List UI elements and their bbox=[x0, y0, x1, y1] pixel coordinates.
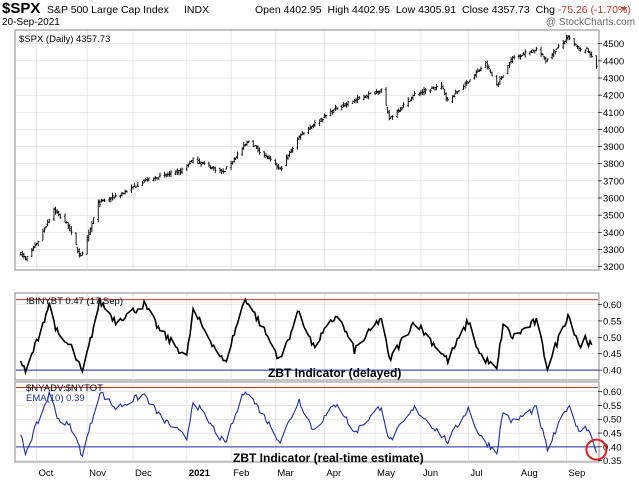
high-value: 4402.95 bbox=[352, 4, 390, 16]
x-tick-label: Nov bbox=[89, 468, 106, 479]
y-tick-label: 0.60 bbox=[603, 300, 622, 311]
y-tick-label: 0.55 bbox=[603, 316, 622, 327]
price-panel-frame bbox=[14, 29, 600, 271]
low-value: 4305.91 bbox=[418, 4, 456, 16]
zbt-realtime-y-axis: 0.35 0.40 0.45 0.50 0.55 0.60 bbox=[598, 387, 622, 467]
price-y-axis: 3200 3300 3400 3500 3600 3700 3800 3900 4000 4100… bbox=[598, 39, 624, 273]
chart-date: 20-Sep-2021 bbox=[2, 17, 60, 28]
y-tick-label: 0.35 bbox=[603, 456, 622, 467]
zbt-delayed-title: ZBT Indicator (delayed) bbox=[268, 366, 401, 380]
y-tick-label: 0.50 bbox=[603, 415, 622, 426]
y-tick-label: 3300 bbox=[603, 245, 624, 256]
y-tick-label: 4300 bbox=[603, 74, 624, 85]
index-name: S&P 500 Large Cap Index bbox=[47, 4, 170, 16]
zbt-delayed-y-axis: 0.40 0.45 0.50 0.55 0.60 bbox=[598, 300, 622, 377]
zbt-realtime-title: ZBT Indicator (real-time estimate) bbox=[233, 451, 424, 465]
chg-down-arrow-icon bbox=[621, 7, 627, 11]
x-tick-label: Jun bbox=[423, 468, 438, 479]
zbt-realtime-line bbox=[20, 390, 597, 458]
low-label: Low bbox=[396, 4, 416, 16]
zbt-delayed-panel-frame bbox=[14, 292, 600, 381]
y-tick-label: 4500 bbox=[603, 39, 624, 50]
x-tick-label: Apr bbox=[326, 468, 341, 479]
y-tick-label: 3900 bbox=[603, 142, 624, 153]
month-axis: Oct Nov Dec 2021 Feb Mar Apr May Jun Jul Aug Sep bbox=[39, 468, 586, 479]
zbt-delayed-legend: !BINYBT 0.47 (17 Sep) bbox=[26, 296, 123, 307]
y-tick-label: 0.40 bbox=[603, 442, 622, 453]
chg-label: Chg bbox=[536, 4, 555, 16]
x-tick-label: Oct bbox=[39, 468, 54, 479]
close-label: Close bbox=[462, 4, 489, 16]
ohlc-line: Open 4402.95 High 4402.95 Low 4305.91 Cl… bbox=[255, 4, 631, 16]
y-tick-label: 4200 bbox=[603, 91, 624, 102]
x-tick-label: Jul bbox=[470, 468, 482, 479]
zbt-delayed-levels bbox=[16, 299, 598, 371]
y-tick-label: 3800 bbox=[603, 159, 624, 170]
x-tick-label: 2021 bbox=[189, 468, 211, 479]
close-value: 4357.73 bbox=[492, 4, 530, 16]
zbt-realtime-legend-ratio: $NYADV:$NYTOT bbox=[26, 383, 103, 394]
zbt-realtime-levels bbox=[16, 387, 598, 448]
y-tick-label: 0.55 bbox=[603, 401, 622, 412]
y-tick-label: 4100 bbox=[603, 108, 624, 119]
x-tick-label: Aug bbox=[521, 468, 538, 479]
zbt-delayed-line bbox=[19, 297, 593, 376]
price-legend: $SPX (Daily) 4357.73 bbox=[19, 34, 110, 45]
price-grid bbox=[16, 31, 598, 270]
price-bars bbox=[19, 34, 598, 262]
x-tick-label: Sep bbox=[568, 468, 585, 479]
y-tick-label: 0.40 bbox=[603, 366, 622, 377]
highlight-circle bbox=[585, 438, 608, 461]
y-tick-label: 3600 bbox=[603, 194, 624, 205]
y-tick-label: 0.45 bbox=[603, 429, 622, 440]
y-tick-label: 0.60 bbox=[603, 387, 622, 398]
exchange: INDX bbox=[184, 4, 209, 16]
x-tick-label: Dec bbox=[135, 468, 152, 479]
open-value: 4402.95 bbox=[284, 4, 322, 16]
zbt-realtime-legend-ema: EMA(10) 0.39 bbox=[26, 393, 85, 404]
y-tick-label: 3400 bbox=[603, 228, 624, 239]
x-tick-label: Feb bbox=[233, 468, 249, 479]
y-tick-label: 3700 bbox=[603, 176, 624, 187]
symbol: $SPX bbox=[2, 0, 40, 17]
y-tick-label: 4400 bbox=[603, 56, 624, 67]
y-tick-label: 3200 bbox=[603, 262, 624, 273]
y-tick-label: 0.45 bbox=[603, 349, 622, 360]
high-label: High bbox=[328, 4, 350, 16]
zbt-realtime-grid bbox=[16, 383, 598, 462]
x-tick-label: Mar bbox=[277, 468, 293, 479]
y-tick-label: 3500 bbox=[603, 211, 624, 222]
open-label: Open bbox=[255, 4, 281, 16]
x-tick-label: May bbox=[377, 468, 395, 479]
watermark: @ StockCharts.com bbox=[546, 17, 635, 28]
y-tick-label: 4000 bbox=[603, 125, 624, 136]
zbt-realtime-panel-frame bbox=[14, 381, 600, 463]
y-tick-label: 0.50 bbox=[603, 333, 622, 344]
chg-value: -75.26 (-1.70%) bbox=[558, 4, 631, 16]
